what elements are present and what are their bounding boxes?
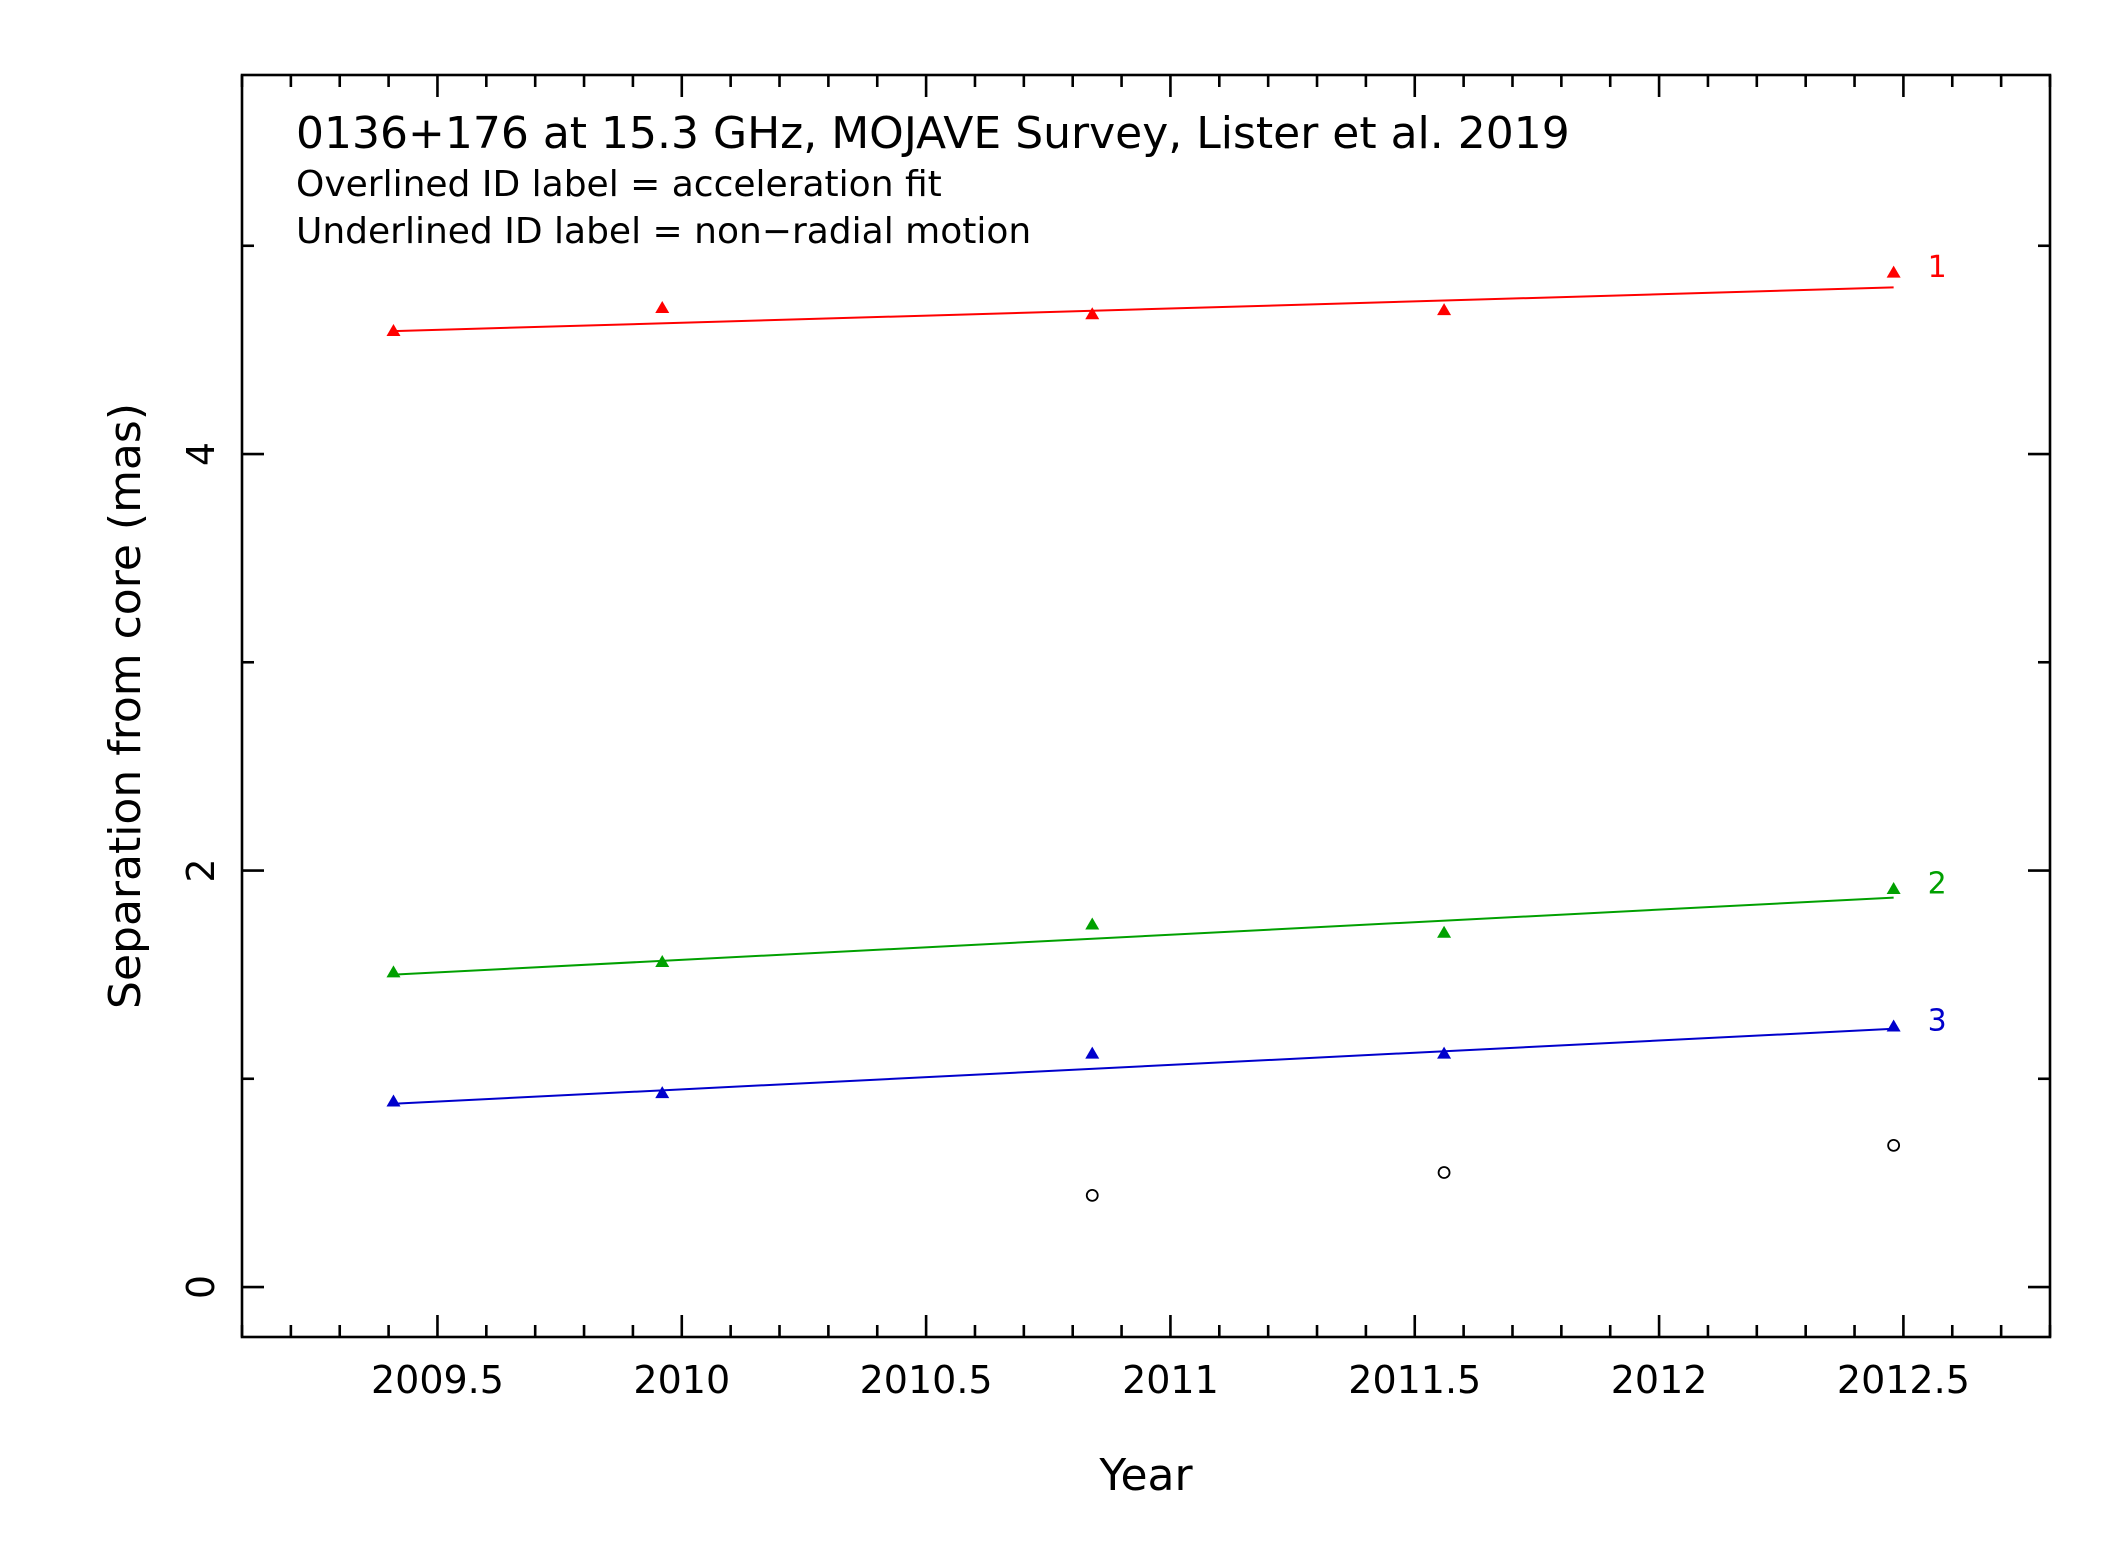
x-tick-label: 2010.5 bbox=[860, 1358, 993, 1402]
data-point-triangle bbox=[1085, 1046, 1100, 1059]
data-point-triangle bbox=[655, 1086, 670, 1099]
x-tick-label: 2011 bbox=[1122, 1358, 1219, 1402]
y-tick-label: 2 bbox=[179, 858, 223, 882]
data-point-triangle bbox=[386, 1094, 401, 1107]
data-point-triangle bbox=[1437, 303, 1452, 316]
data-point-circle bbox=[1887, 1139, 1901, 1152]
series-label: 3 bbox=[1928, 1004, 1947, 1039]
x-tick-label: 2011.5 bbox=[1348, 1358, 1481, 1402]
x-tick-label: 2012 bbox=[1611, 1358, 1708, 1402]
data-point-triangle bbox=[1085, 917, 1100, 930]
y-tick-label: 0 bbox=[179, 1275, 223, 1299]
data-point-triangle bbox=[1886, 1019, 1901, 1032]
series-label: 1 bbox=[1928, 250, 1947, 285]
data-point-triangle bbox=[1886, 882, 1901, 895]
data-point-triangle bbox=[1886, 265, 1901, 278]
data-point-triangle bbox=[386, 323, 401, 336]
tick-labels: 2009.5 2010 2010.5 2011 2011.5 2012 2012.5 0 2 4 bbox=[179, 442, 1970, 1402]
plot-frame bbox=[240, 73, 2052, 1339]
chart-subtitle-1: Overlined ID label = acceleration fit bbox=[296, 164, 942, 205]
x-tick-label: 2009.5 bbox=[371, 1358, 504, 1402]
chart-subtitle-2: Underlined ID label = non−radial motion bbox=[296, 211, 1031, 252]
data-point-triangle bbox=[1085, 307, 1100, 320]
data-point-circle bbox=[1437, 1166, 1451, 1179]
fit-line bbox=[393, 286, 1894, 333]
axis-ticks bbox=[240, 75, 2052, 1337]
data-point-triangle bbox=[655, 301, 670, 314]
x-tick-label: 2012.5 bbox=[1837, 1358, 1970, 1402]
series-label: 2 bbox=[1928, 866, 1947, 901]
chart-title: 0136+176 at 15.3 GHz, MOJAVE Survey, Lis… bbox=[296, 108, 1570, 159]
data-points bbox=[386, 265, 1901, 1202]
fit-line bbox=[393, 1027, 1894, 1105]
fit-lines bbox=[393, 286, 1894, 1105]
x-axis-label: Year bbox=[1098, 1450, 1193, 1501]
data-point-circle bbox=[1085, 1188, 1099, 1202]
y-tick-label: 4 bbox=[179, 442, 223, 466]
y-axis-label: Separation from core (mas) bbox=[100, 403, 151, 1009]
x-tick-label: 2010 bbox=[633, 1358, 730, 1402]
fit-line bbox=[393, 896, 1894, 976]
data-point-triangle bbox=[1437, 1046, 1452, 1059]
data-point-triangle bbox=[1437, 925, 1452, 938]
data-point-triangle bbox=[655, 954, 670, 967]
series-labels: 1 2 3 bbox=[1928, 250, 1947, 1039]
data-point-triangle bbox=[386, 965, 401, 978]
